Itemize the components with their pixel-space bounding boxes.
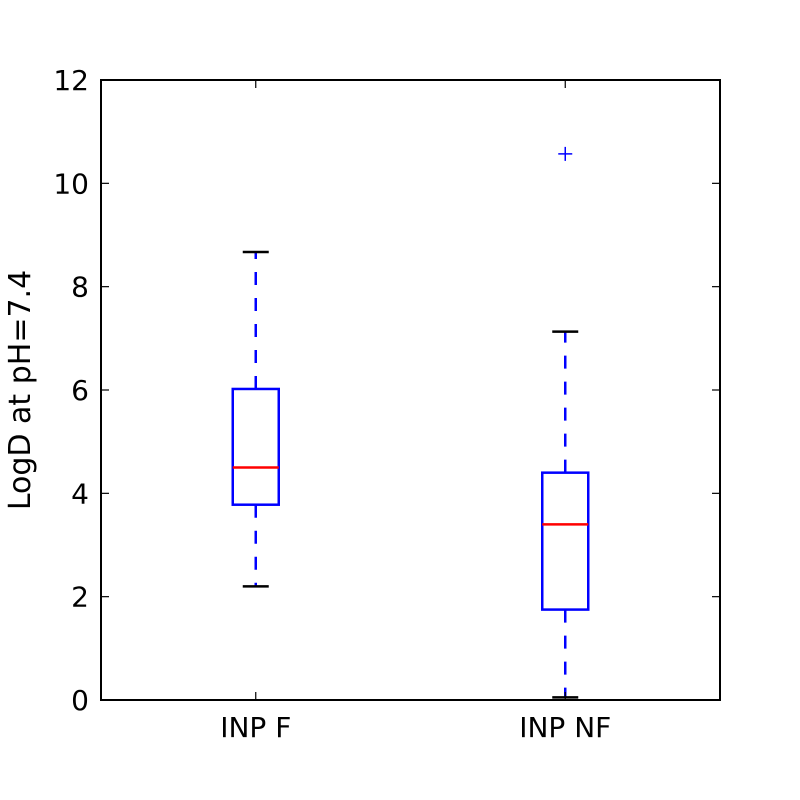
plot-frame bbox=[100, 79, 721, 701]
y-tick-label: 2 bbox=[71, 581, 89, 614]
y-tick-label: 12 bbox=[53, 64, 89, 97]
y-tick-label: 0 bbox=[71, 684, 89, 717]
y-axis-label: LogD at pH=7.4 bbox=[3, 270, 38, 510]
iqr-box bbox=[541, 471, 590, 611]
box-group bbox=[231, 250, 280, 588]
y-tick-label: 10 bbox=[53, 167, 89, 200]
plot-area bbox=[101, 80, 720, 700]
y-tick-label: 4 bbox=[71, 477, 89, 510]
y-tick-label: 6 bbox=[71, 374, 89, 407]
y-tick-label: 8 bbox=[71, 271, 89, 304]
x-tick-label: INP NF bbox=[519, 711, 611, 744]
x-tick-label: INP F bbox=[220, 711, 291, 744]
iqr-box bbox=[231, 387, 280, 506]
